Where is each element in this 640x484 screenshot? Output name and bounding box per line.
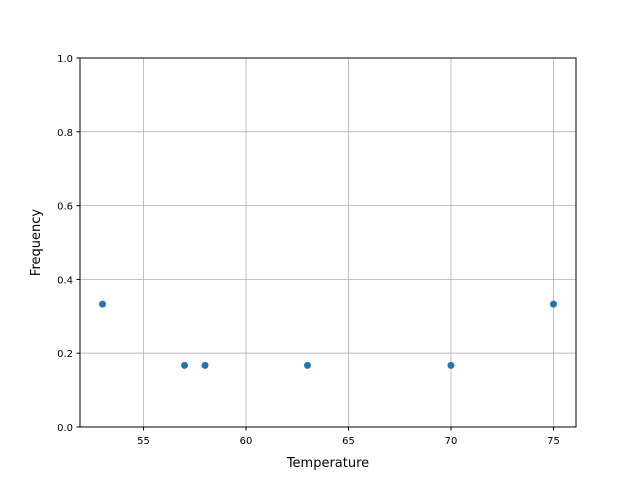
x-tick-label: 75 [547,436,560,447]
y-axis-label: Frequency [29,209,44,276]
y-tick-label: 0.4 [57,275,73,286]
ticks: 55 60 65 70 75 0.0 0.2 0.4 0.6 0.8 1.0 [57,54,560,447]
data-point [304,361,312,369]
data-point [99,300,107,308]
y-tick-label: 0.2 [57,349,73,360]
grid [80,57,576,428]
y-tick-label: 0.0 [57,423,73,434]
y-tick-label: 0.8 [57,128,73,139]
y-tick-label: 0.6 [57,202,73,213]
data-point [181,361,189,369]
plot-frame [79,57,577,428]
x-axis-label: Temperature [286,456,369,471]
x-tick-label: 65 [342,436,355,447]
data-points [99,300,557,369]
x-tick-label: 60 [240,436,253,447]
data-point [447,361,455,369]
x-tick-label: 70 [445,436,458,447]
data-point [201,361,209,369]
data-point [549,300,557,308]
y-tick-label: 1.0 [57,54,73,65]
x-tick-label: 55 [137,436,150,447]
